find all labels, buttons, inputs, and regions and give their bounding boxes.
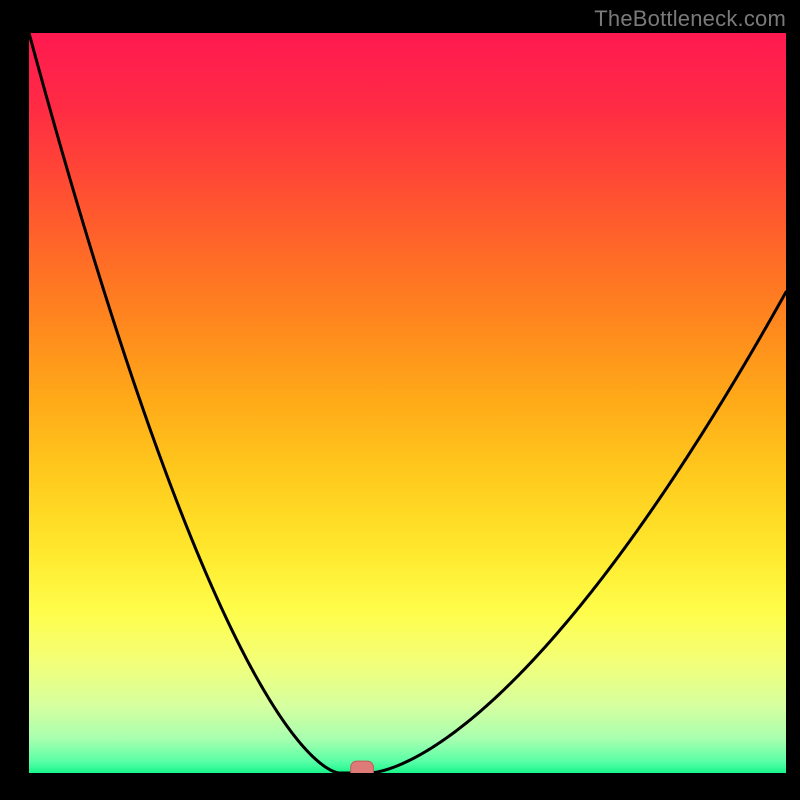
plot-area — [29, 33, 786, 773]
gradient-background — [29, 33, 786, 773]
bottleneck-curve-chart — [29, 33, 786, 773]
optimal-marker — [351, 761, 374, 773]
chart-stage: TheBottleneck.com — [0, 0, 800, 800]
watermark-text: TheBottleneck.com — [594, 6, 786, 32]
